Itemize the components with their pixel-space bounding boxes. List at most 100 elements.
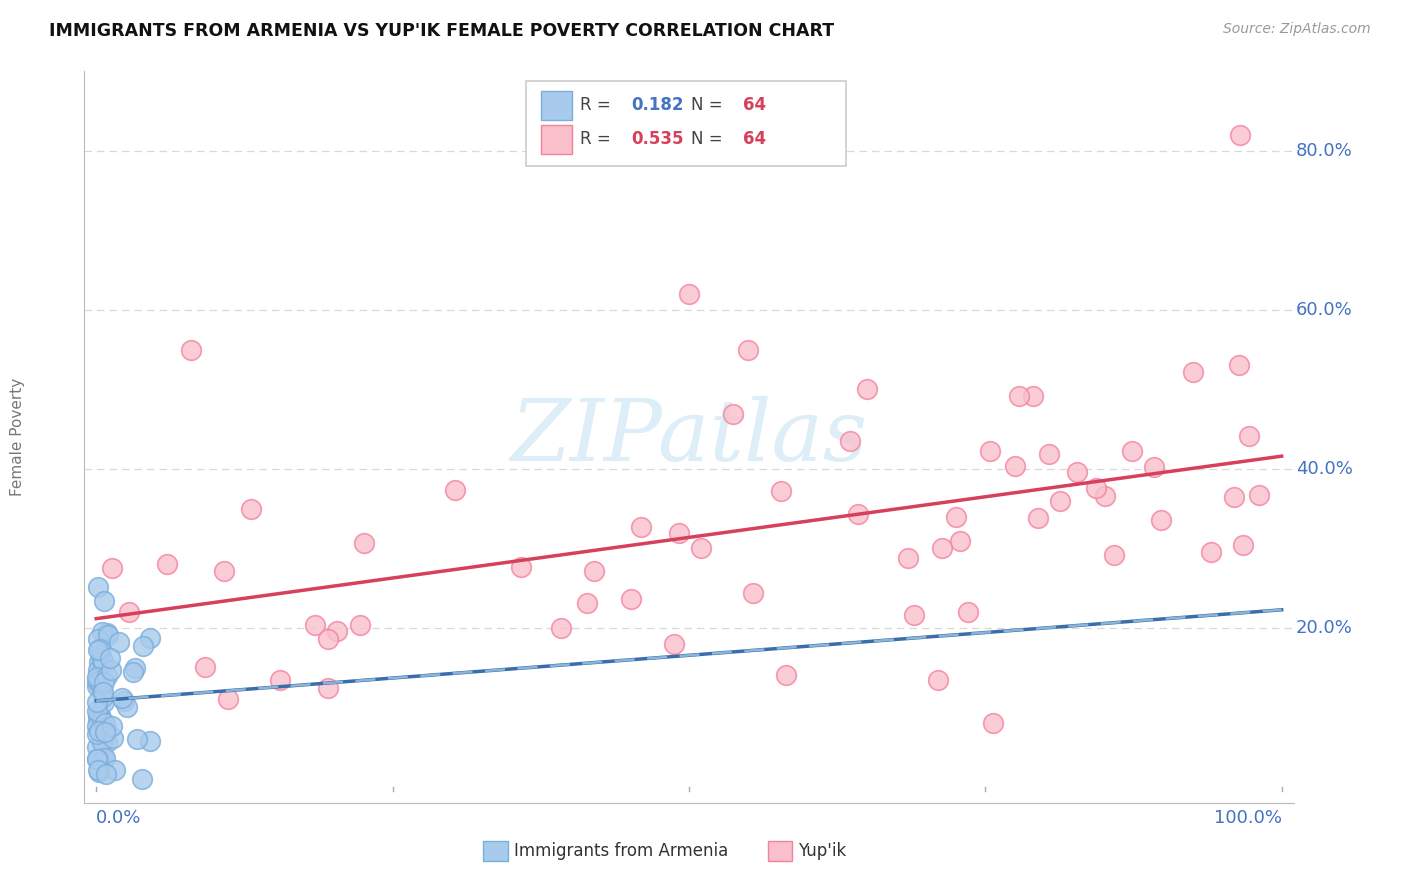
Point	[550, 621, 572, 635]
Point	[269, 673, 291, 688]
Point	[931, 541, 953, 556]
FancyBboxPatch shape	[526, 81, 846, 167]
Point	[1026, 510, 1049, 524]
Point	[353, 536, 375, 550]
Bar	[768, 841, 792, 862]
Point	[737, 343, 759, 357]
Point	[86, 679, 108, 693]
Point	[139, 734, 162, 748]
Text: Yup'ik: Yup'ik	[797, 842, 846, 860]
Point	[91, 690, 114, 704]
Point	[1222, 490, 1244, 504]
Point	[89, 754, 111, 768]
Point	[775, 668, 797, 682]
Point	[97, 628, 120, 642]
Point	[86, 752, 108, 766]
Point	[90, 648, 112, 662]
Point	[86, 674, 108, 689]
Text: ZIPatlas: ZIPatlas	[510, 396, 868, 478]
Point	[945, 509, 967, 524]
Point	[316, 632, 339, 646]
Point	[678, 287, 700, 301]
Point	[1227, 358, 1250, 372]
Point	[87, 674, 110, 689]
Text: 64: 64	[744, 129, 766, 148]
Text: 0.535: 0.535	[631, 129, 683, 148]
Point	[94, 724, 117, 739]
Point	[949, 533, 972, 548]
Point	[217, 692, 239, 706]
Point	[86, 708, 108, 723]
Point	[838, 434, 860, 448]
Bar	[484, 841, 508, 862]
Text: Immigrants from Armenia: Immigrants from Armenia	[513, 842, 728, 860]
Text: R =: R =	[581, 96, 616, 114]
Text: N =: N =	[692, 96, 728, 114]
Point	[155, 557, 177, 571]
Point	[98, 650, 121, 665]
Point	[87, 580, 110, 594]
Point	[93, 594, 115, 608]
Text: 80.0%: 80.0%	[1296, 142, 1353, 160]
Point	[89, 708, 111, 723]
Point	[131, 772, 153, 786]
Point	[1008, 389, 1031, 403]
Point	[903, 607, 925, 622]
Point	[1249, 488, 1271, 502]
Point	[956, 606, 979, 620]
Point	[101, 731, 124, 745]
Point	[194, 660, 217, 674]
Point	[689, 541, 711, 556]
Point	[1232, 538, 1254, 552]
Point	[91, 751, 114, 765]
Text: 20.0%: 20.0%	[1296, 619, 1353, 637]
Point	[118, 605, 141, 619]
Text: R =: R =	[581, 129, 616, 148]
Point	[108, 635, 131, 649]
Text: 40.0%: 40.0%	[1296, 460, 1353, 478]
Point	[1085, 481, 1108, 495]
Text: 60.0%: 60.0%	[1296, 301, 1353, 318]
Point	[91, 654, 114, 668]
Point	[1150, 513, 1173, 527]
Point	[93, 751, 115, 765]
Point	[94, 715, 117, 730]
Point	[93, 674, 115, 689]
Point	[349, 618, 371, 632]
Point	[1121, 444, 1143, 458]
Point	[90, 714, 112, 729]
Text: 100.0%: 100.0%	[1213, 809, 1282, 827]
Point	[1004, 458, 1026, 473]
Point	[1022, 389, 1045, 403]
Point	[180, 343, 202, 357]
Point	[582, 564, 605, 578]
Point	[1199, 545, 1222, 559]
Point	[87, 674, 110, 689]
Point	[1049, 494, 1071, 508]
Point	[100, 663, 122, 677]
Point	[87, 656, 110, 670]
Point	[86, 704, 108, 718]
Point	[91, 735, 114, 749]
Point	[86, 752, 108, 766]
Point	[87, 643, 110, 657]
Point	[132, 640, 155, 654]
Point	[90, 683, 112, 698]
Text: 0.182: 0.182	[631, 96, 683, 114]
Point	[212, 565, 235, 579]
Point	[664, 637, 686, 651]
Point	[117, 700, 139, 714]
Point	[96, 735, 118, 749]
Point	[979, 444, 1001, 458]
Point	[620, 591, 643, 606]
Point	[1102, 548, 1125, 562]
Point	[94, 766, 117, 780]
Point	[112, 694, 135, 708]
Point	[93, 695, 115, 709]
Point	[101, 561, 124, 575]
Point	[1181, 365, 1204, 379]
Point	[87, 763, 110, 777]
Point	[1038, 447, 1060, 461]
Point	[87, 713, 110, 727]
Text: 64: 64	[744, 96, 766, 114]
